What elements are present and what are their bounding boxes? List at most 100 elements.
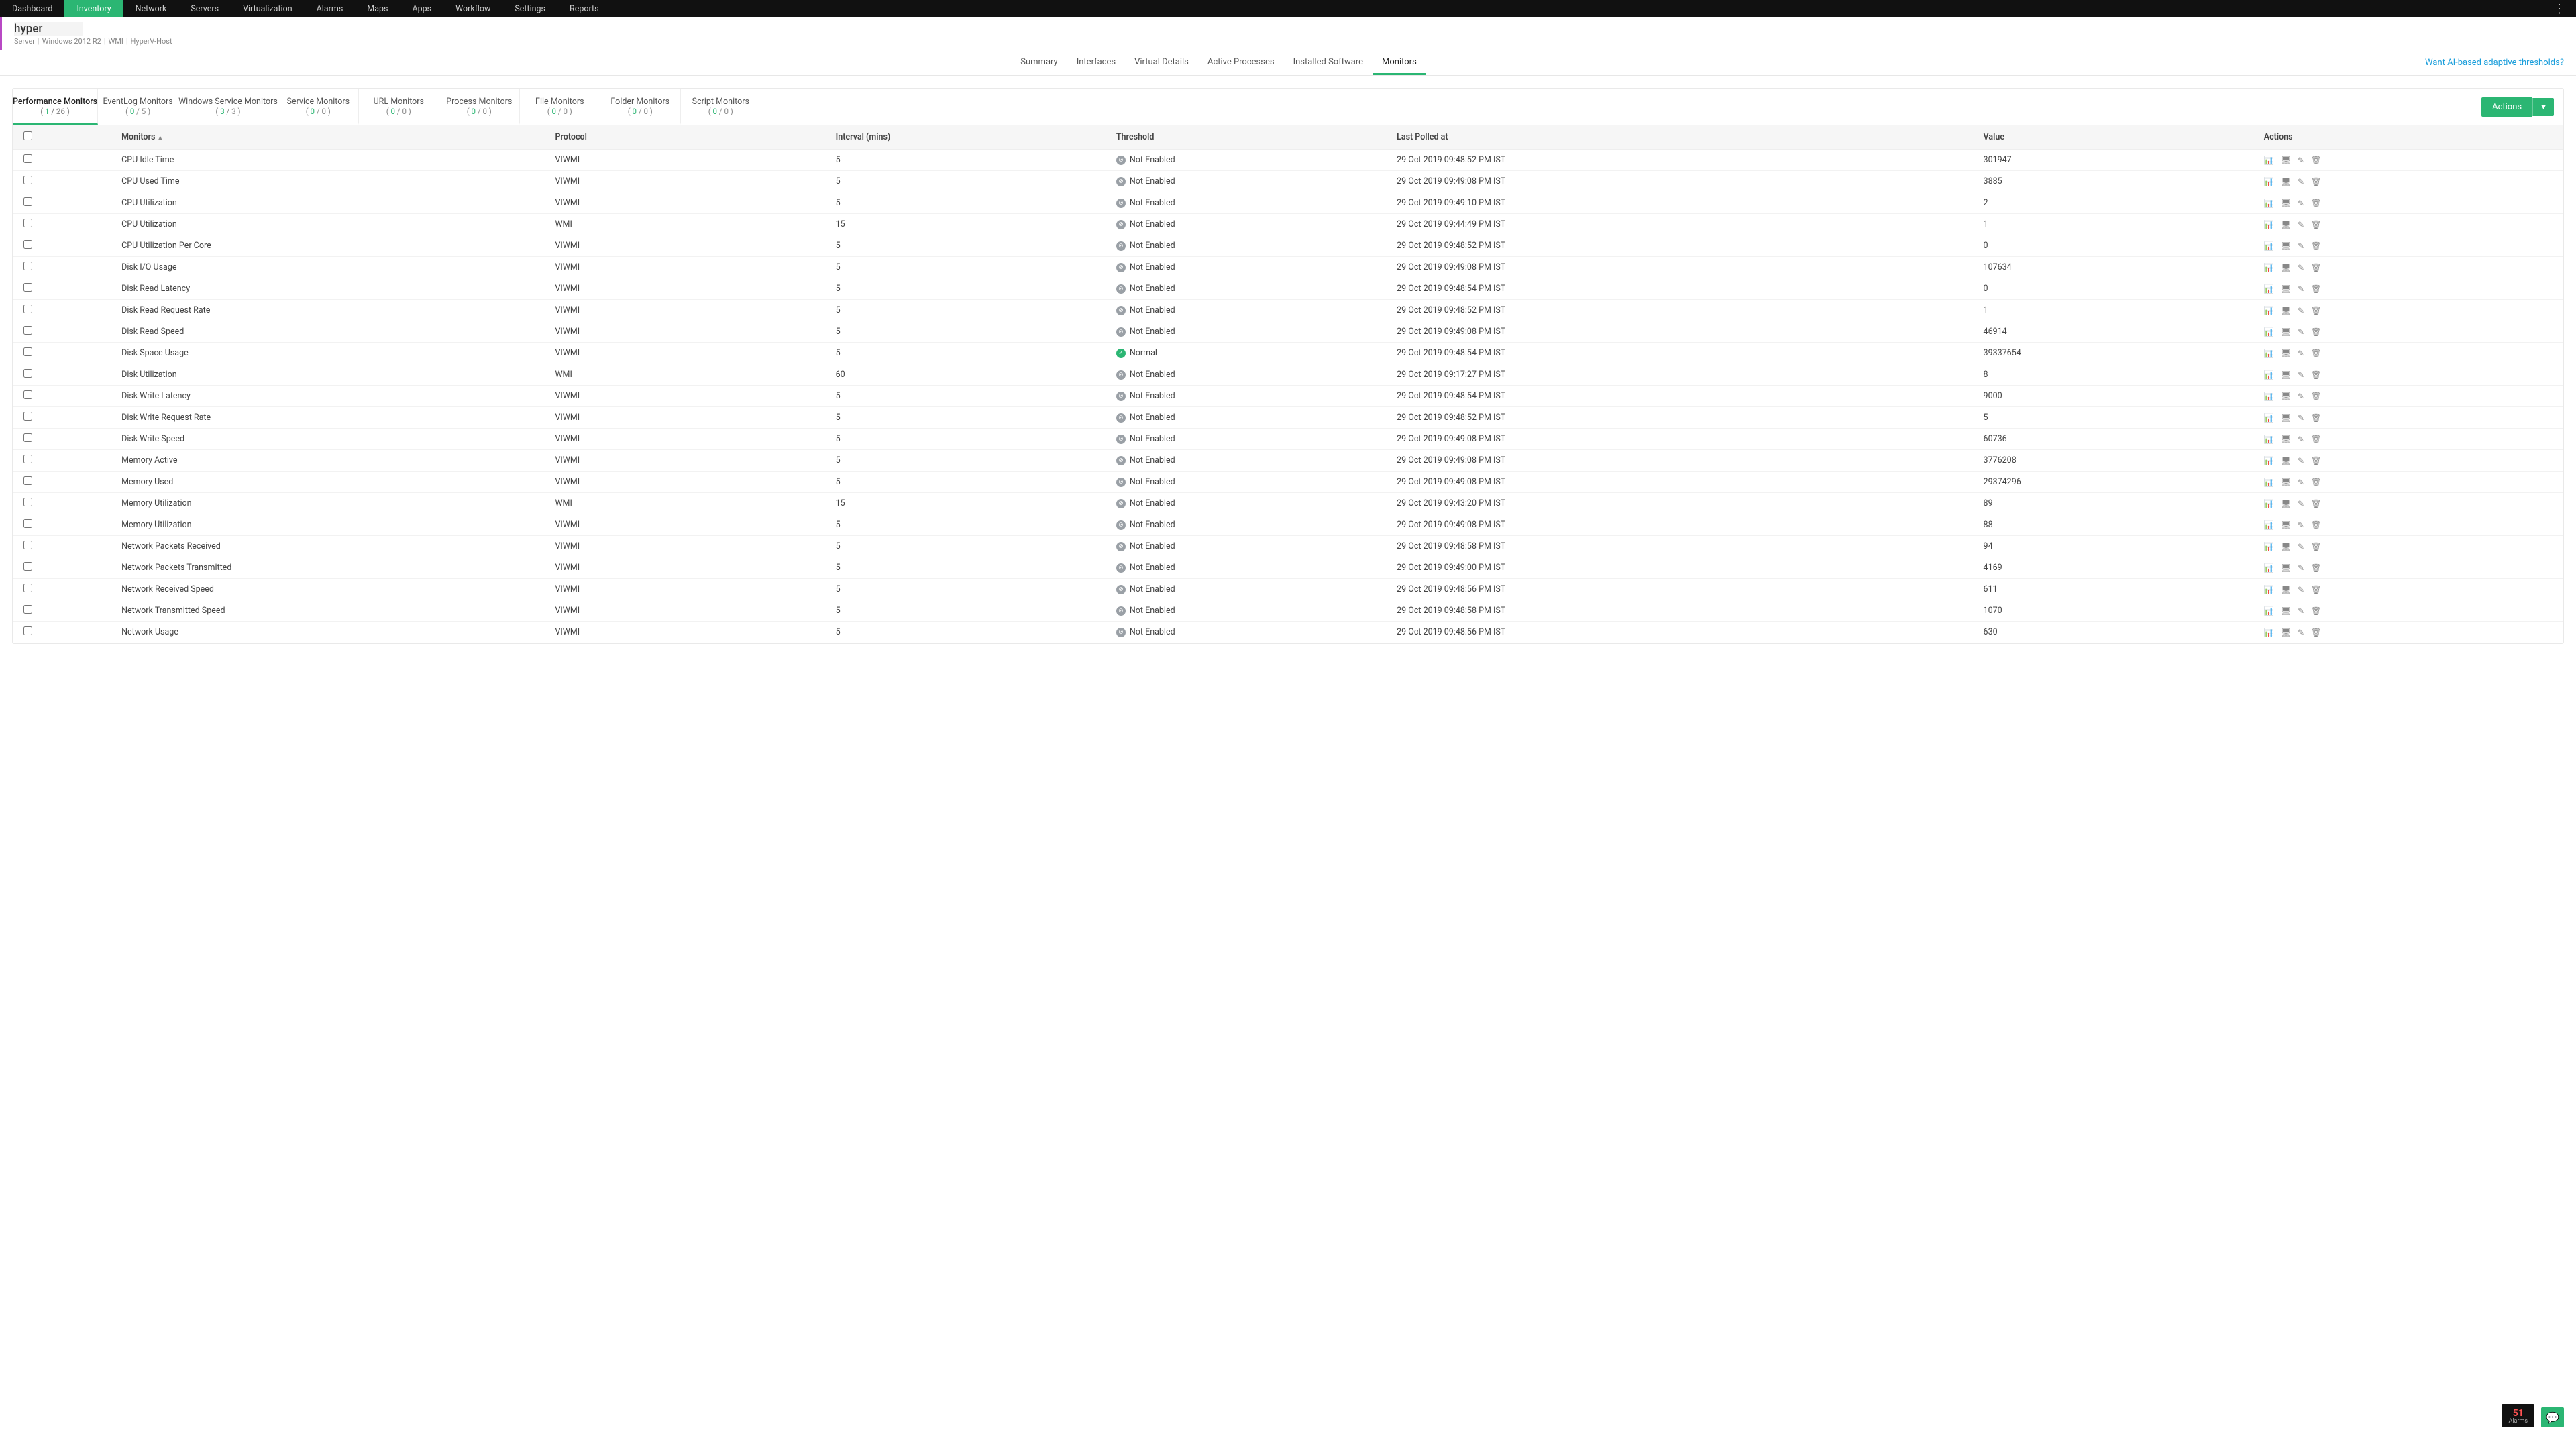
- monitor-icon[interactable]: 🖥: [2281, 542, 2291, 551]
- chart-icon[interactable]: 📊: [2264, 413, 2274, 423]
- row-checkbox[interactable]: [23, 455, 32, 463]
- nav-maps[interactable]: Maps: [355, 0, 400, 17]
- edit-icon[interactable]: ✎: [2298, 628, 2304, 637]
- row-checkbox[interactable]: [23, 305, 32, 313]
- col-interval-mins-[interactable]: Interval (mins): [829, 125, 1110, 150]
- monitor-icon[interactable]: 🖥: [2281, 241, 2291, 251]
- delete-icon[interactable]: 🗑: [2311, 327, 2321, 337]
- monitor-name[interactable]: Memory Utilization: [115, 514, 548, 536]
- row-checkbox[interactable]: [23, 498, 32, 506]
- edit-icon[interactable]: ✎: [2298, 606, 2304, 616]
- chart-icon[interactable]: 📊: [2264, 628, 2274, 637]
- row-checkbox[interactable]: [23, 219, 32, 227]
- alarms-button[interactable]: 51 Alarms: [2502, 1404, 2534, 1427]
- monitor-name[interactable]: Disk Read Request Rate: [115, 300, 548, 321]
- delete-icon[interactable]: 🗑: [2311, 499, 2321, 508]
- delete-icon[interactable]: 🗑: [2311, 413, 2321, 423]
- row-checkbox[interactable]: [23, 326, 32, 335]
- row-checkbox[interactable]: [23, 562, 32, 571]
- col-threshold[interactable]: Threshold: [1110, 125, 1390, 150]
- monitor-name[interactable]: Network Packets Transmitted: [115, 557, 548, 579]
- monitor-tab-5[interactable]: Process Monitors( 0 / 0 ): [439, 89, 520, 125]
- chart-icon[interactable]: 📊: [2264, 156, 2274, 165]
- delete-icon[interactable]: 🗑: [2311, 435, 2321, 444]
- col-value[interactable]: Value: [1977, 125, 2257, 150]
- monitor-icon[interactable]: 🖥: [2281, 628, 2291, 637]
- delete-icon[interactable]: 🗑: [2311, 456, 2321, 465]
- monitor-tab-2[interactable]: Windows Service Monitors( 3 / 3 ): [178, 89, 278, 125]
- nav-workflow[interactable]: Workflow: [443, 0, 502, 17]
- chart-icon[interactable]: 📊: [2264, 478, 2274, 487]
- row-checkbox[interactable]: [23, 605, 32, 614]
- monitor-name[interactable]: Disk I/O Usage: [115, 257, 548, 278]
- monitor-name[interactable]: Disk Write Speed: [115, 429, 548, 450]
- monitor-name[interactable]: CPU Utilization: [115, 214, 548, 235]
- edit-icon[interactable]: ✎: [2298, 478, 2304, 487]
- monitor-icon[interactable]: 🖥: [2281, 199, 2291, 208]
- row-checkbox[interactable]: [23, 626, 32, 635]
- chart-icon[interactable]: 📊: [2264, 435, 2274, 444]
- row-checkbox[interactable]: [23, 433, 32, 442]
- edit-icon[interactable]: ✎: [2298, 349, 2304, 358]
- chart-icon[interactable]: 📊: [2264, 177, 2274, 186]
- monitor-icon[interactable]: 🖥: [2281, 392, 2291, 401]
- chart-icon[interactable]: 📊: [2264, 306, 2274, 315]
- row-checkbox[interactable]: [23, 390, 32, 399]
- edit-icon[interactable]: ✎: [2298, 306, 2304, 315]
- chart-icon[interactable]: 📊: [2264, 456, 2274, 465]
- chart-icon[interactable]: 📊: [2264, 199, 2274, 208]
- monitor-icon[interactable]: 🖥: [2281, 585, 2291, 594]
- delete-icon[interactable]: 🗑: [2311, 606, 2321, 616]
- monitor-icon[interactable]: 🖥: [2281, 520, 2291, 530]
- edit-icon[interactable]: ✎: [2298, 327, 2304, 337]
- monitor-name[interactable]: Network Transmitted Speed: [115, 600, 548, 622]
- row-checkbox[interactable]: [23, 197, 32, 206]
- delete-icon[interactable]: 🗑: [2311, 306, 2321, 315]
- monitor-tab-8[interactable]: Script Monitors( 0 / 0 ): [681, 89, 761, 125]
- monitor-icon[interactable]: 🖥: [2281, 456, 2291, 465]
- row-checkbox[interactable]: [23, 412, 32, 421]
- delete-icon[interactable]: 🗑: [2311, 563, 2321, 573]
- row-checkbox[interactable]: [23, 584, 32, 592]
- ai-thresholds-link[interactable]: Want AI-based adaptive thresholds?: [2425, 58, 2564, 68]
- nav-settings[interactable]: Settings: [502, 0, 557, 17]
- chart-icon[interactable]: 📊: [2264, 499, 2274, 508]
- monitor-icon[interactable]: 🖥: [2281, 177, 2291, 186]
- monitor-name[interactable]: Memory Used: [115, 472, 548, 493]
- delete-icon[interactable]: 🗑: [2311, 542, 2321, 551]
- delete-icon[interactable]: 🗑: [2311, 177, 2321, 186]
- monitor-tab-3[interactable]: Service Monitors( 0 / 0 ): [278, 89, 359, 125]
- monitor-name[interactable]: Disk Utilization: [115, 364, 548, 386]
- monitor-name[interactable]: Network Packets Received: [115, 536, 548, 557]
- monitor-icon[interactable]: 🖥: [2281, 306, 2291, 315]
- edit-icon[interactable]: ✎: [2298, 156, 2304, 165]
- edit-icon[interactable]: ✎: [2298, 263, 2304, 272]
- monitor-name[interactable]: CPU Utilization: [115, 192, 548, 214]
- monitor-tab-0[interactable]: Performance Monitors( 1 / 26 ): [13, 89, 98, 125]
- nav-inventory[interactable]: Inventory: [64, 0, 123, 17]
- edit-icon[interactable]: ✎: [2298, 392, 2304, 401]
- edit-icon[interactable]: ✎: [2298, 177, 2304, 186]
- edit-icon[interactable]: ✎: [2298, 435, 2304, 444]
- delete-icon[interactable]: 🗑: [2311, 156, 2321, 165]
- monitor-name[interactable]: Disk Read Latency: [115, 278, 548, 300]
- chart-icon[interactable]: 📊: [2264, 241, 2274, 251]
- monitor-icon[interactable]: 🖥: [2281, 263, 2291, 272]
- delete-icon[interactable]: 🗑: [2311, 478, 2321, 487]
- edit-icon[interactable]: ✎: [2298, 370, 2304, 380]
- col-actions[interactable]: Actions: [2257, 125, 2563, 150]
- delete-icon[interactable]: 🗑: [2311, 370, 2321, 380]
- nav-reports[interactable]: Reports: [557, 0, 611, 17]
- chart-icon[interactable]: 📊: [2264, 520, 2274, 530]
- delete-icon[interactable]: 🗑: [2311, 220, 2321, 229]
- monitor-name[interactable]: Disk Write Request Rate: [115, 407, 548, 429]
- monitor-icon[interactable]: 🖥: [2281, 370, 2291, 380]
- chart-icon[interactable]: 📊: [2264, 220, 2274, 229]
- edit-icon[interactable]: ✎: [2298, 520, 2304, 530]
- monitor-icon[interactable]: 🖥: [2281, 499, 2291, 508]
- monitor-name[interactable]: Disk Read Speed: [115, 321, 548, 343]
- monitor-icon[interactable]: 🖥: [2281, 327, 2291, 337]
- nav-servers[interactable]: Servers: [178, 0, 231, 17]
- delete-icon[interactable]: 🗑: [2311, 520, 2321, 530]
- nav-alarms[interactable]: Alarms: [305, 0, 356, 17]
